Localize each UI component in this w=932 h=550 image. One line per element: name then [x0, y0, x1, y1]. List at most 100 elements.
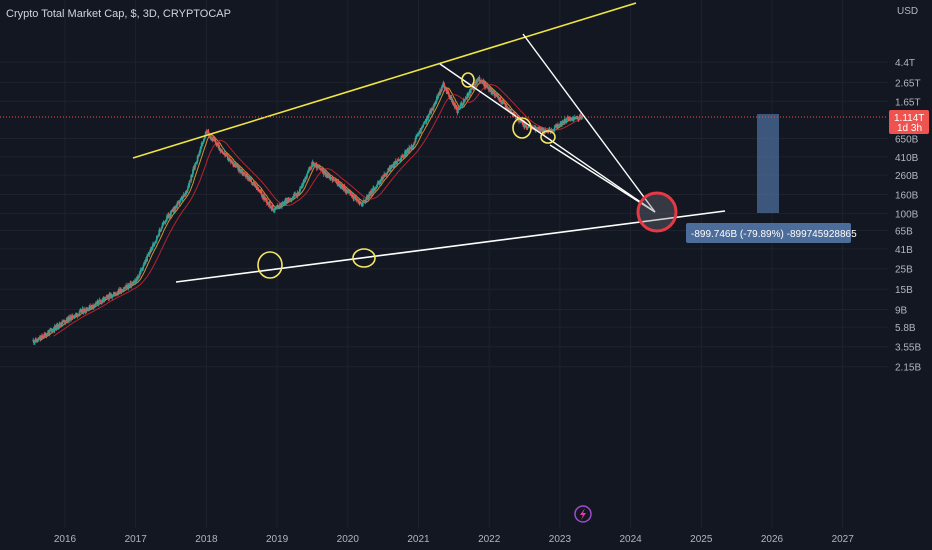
candle-body	[379, 181, 382, 183]
candle-body	[143, 264, 146, 266]
candle-body	[242, 173, 245, 175]
candle-body	[268, 201, 271, 207]
candle-body	[335, 179, 338, 182]
x-tick-label: 2023	[549, 534, 572, 545]
candle-body	[92, 305, 94, 307]
candle-body	[294, 193, 297, 195]
wedge-line-steep[interactable]	[522, 33, 656, 213]
candle-body	[375, 187, 377, 189]
candle-body	[274, 207, 276, 211]
y-tick-label: 15B	[895, 285, 913, 296]
candle-body	[178, 202, 181, 204]
wedge-line-lower[interactable]	[549, 144, 656, 213]
candle-body	[213, 138, 216, 141]
candle-body	[376, 184, 379, 188]
candle-body	[355, 199, 358, 201]
candle-body	[86, 309, 89, 311]
candle-body	[552, 130, 555, 132]
candle-body	[150, 247, 153, 253]
candle-body	[196, 160, 198, 163]
candle-body	[441, 84, 444, 87]
candle-body	[548, 128, 551, 132]
candle-body	[60, 324, 63, 326]
candle-body	[360, 202, 362, 204]
x-tick-label: 2026	[761, 534, 784, 545]
candle-body	[99, 300, 101, 301]
candle-body	[433, 105, 436, 107]
candle-body	[207, 131, 210, 135]
highlight-circle[interactable]	[540, 130, 556, 144]
candle-body	[242, 171, 244, 175]
candle-body	[423, 121, 426, 124]
candle-body	[43, 333, 46, 335]
grid	[0, 0, 888, 528]
candle-body	[323, 170, 326, 172]
candle-body	[368, 193, 371, 195]
candle-body	[204, 131, 207, 137]
candle-body	[548, 128, 551, 130]
candle-body	[170, 211, 173, 213]
candle-body	[305, 174, 308, 179]
candle-body	[358, 201, 361, 204]
lightning-icon[interactable]	[574, 505, 592, 523]
candle-body	[181, 196, 184, 200]
candle-body	[275, 207, 277, 209]
candle-body	[172, 211, 175, 213]
candle-body	[57, 326, 60, 328]
candle-body	[523, 125, 526, 128]
candle-body	[194, 163, 197, 168]
candle-body	[413, 141, 416, 144]
candle-body	[477, 78, 480, 80]
candle-body	[348, 190, 351, 192]
candle-body	[321, 168, 324, 172]
candle-body	[382, 178, 384, 180]
x-axis[interactable]: 2016 2017 2018 2019 2020 2021 2022 2023 2024 2025…	[54, 534, 854, 545]
highlight-circle[interactable]	[257, 251, 283, 279]
candle-body	[432, 105, 435, 110]
candle-body	[229, 159, 232, 163]
candle-body	[265, 199, 268, 203]
measure-box[interactable]	[757, 114, 779, 213]
wedge-line-upper[interactable]	[439, 63, 656, 213]
candle-body	[452, 101, 455, 105]
x-tick-label: 2020	[337, 534, 360, 545]
candle-body	[404, 151, 406, 157]
candle-body	[476, 79, 479, 81]
candle-body	[250, 182, 253, 184]
candle-body	[257, 189, 260, 191]
highlight-circle[interactable]	[461, 72, 475, 88]
y-axis[interactable]: USD 4.4T 2.65T 1.65T 650B 410B 260B 160B 100B 65…	[895, 6, 921, 374]
drawings[interactable]	[132, 2, 779, 283]
candle-body	[457, 108, 459, 114]
upper-trendline[interactable]	[132, 2, 637, 159]
candle-body	[571, 118, 574, 121]
candle-body	[110, 294, 112, 297]
candle-body	[364, 201, 366, 203]
candle-body	[364, 199, 367, 202]
candle-body	[138, 275, 140, 278]
candle-body	[381, 177, 384, 180]
highlight-circle[interactable]	[352, 248, 376, 268]
candle-body	[206, 130, 209, 134]
candle-body	[447, 92, 450, 95]
candle-body	[214, 140, 217, 143]
candle-body	[302, 181, 305, 185]
highlight-circle[interactable]	[512, 117, 532, 139]
candle-body	[420, 127, 423, 131]
candle-body	[435, 99, 438, 102]
candle-body	[343, 186, 346, 188]
lower-trendline[interactable]	[175, 210, 726, 283]
target-circle[interactable]	[636, 191, 678, 233]
candle-body	[525, 127, 528, 129]
measure-tooltip-text: -899.746B (-79.89%) -899745928865	[691, 229, 857, 240]
candle-body	[565, 121, 567, 123]
candle-body	[170, 211, 172, 217]
candle-body	[300, 187, 302, 189]
candle-body	[130, 284, 133, 287]
candle-body	[161, 224, 164, 226]
candle-body	[319, 167, 322, 169]
candle-body	[390, 165, 393, 169]
candle-body	[559, 123, 562, 125]
